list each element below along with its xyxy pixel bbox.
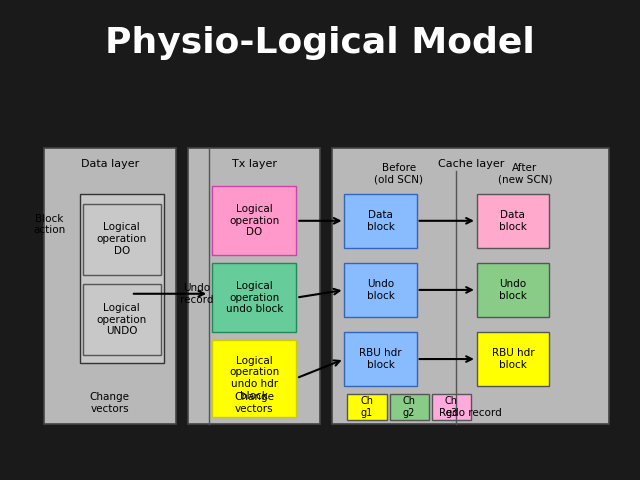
- FancyBboxPatch shape: [188, 148, 321, 424]
- Text: Logical
operation
DO: Logical operation DO: [229, 204, 279, 238]
- FancyBboxPatch shape: [477, 332, 549, 386]
- Text: Undo
block: Undo block: [499, 279, 527, 300]
- Text: Change
vectors: Change vectors: [90, 393, 130, 414]
- Text: After
(new SCN): After (new SCN): [498, 163, 552, 185]
- FancyBboxPatch shape: [432, 394, 471, 420]
- Text: Physio-Logical Model: Physio-Logical Model: [105, 26, 535, 60]
- FancyBboxPatch shape: [83, 284, 161, 355]
- Text: Logical
operation
undo hdr
block: Logical operation undo hdr block: [229, 356, 279, 401]
- Text: Undo
record: Undo record: [180, 283, 214, 305]
- FancyBboxPatch shape: [332, 148, 609, 424]
- Text: Ch
g1: Ch g1: [360, 396, 374, 418]
- FancyBboxPatch shape: [212, 263, 296, 332]
- Text: Cache layer: Cache layer: [438, 159, 504, 169]
- Text: Data layer: Data layer: [81, 159, 139, 169]
- Text: Ch
g2: Ch g2: [403, 396, 415, 418]
- FancyBboxPatch shape: [44, 148, 176, 424]
- Text: RBU hdr
block: RBU hdr block: [359, 348, 402, 370]
- Text: Logical
operation
UNDO: Logical operation UNDO: [97, 303, 147, 336]
- Text: Data
block: Data block: [367, 210, 394, 232]
- FancyBboxPatch shape: [83, 204, 161, 275]
- FancyBboxPatch shape: [344, 263, 417, 317]
- Text: RBU hdr
block: RBU hdr block: [492, 348, 534, 370]
- FancyBboxPatch shape: [344, 332, 417, 386]
- FancyBboxPatch shape: [212, 340, 296, 417]
- FancyBboxPatch shape: [212, 186, 296, 255]
- Text: Ch
g3: Ch g3: [445, 396, 458, 418]
- FancyBboxPatch shape: [390, 394, 429, 420]
- Text: Logical
operation
undo block: Logical operation undo block: [225, 281, 283, 314]
- FancyBboxPatch shape: [344, 194, 417, 248]
- Text: Tx layer: Tx layer: [232, 159, 276, 169]
- Text: Logical
operation
DO: Logical operation DO: [97, 222, 147, 256]
- Text: Data
block: Data block: [499, 210, 527, 232]
- FancyBboxPatch shape: [80, 194, 164, 363]
- Text: Change
vectors: Change vectors: [234, 393, 274, 414]
- Text: Block
action: Block action: [33, 214, 66, 236]
- Text: Undo
block: Undo block: [367, 279, 394, 300]
- FancyBboxPatch shape: [348, 394, 387, 420]
- FancyBboxPatch shape: [477, 263, 549, 317]
- Text: Redo record: Redo record: [440, 408, 502, 418]
- Text: Before
(old SCN): Before (old SCN): [374, 163, 423, 185]
- FancyBboxPatch shape: [477, 194, 549, 248]
